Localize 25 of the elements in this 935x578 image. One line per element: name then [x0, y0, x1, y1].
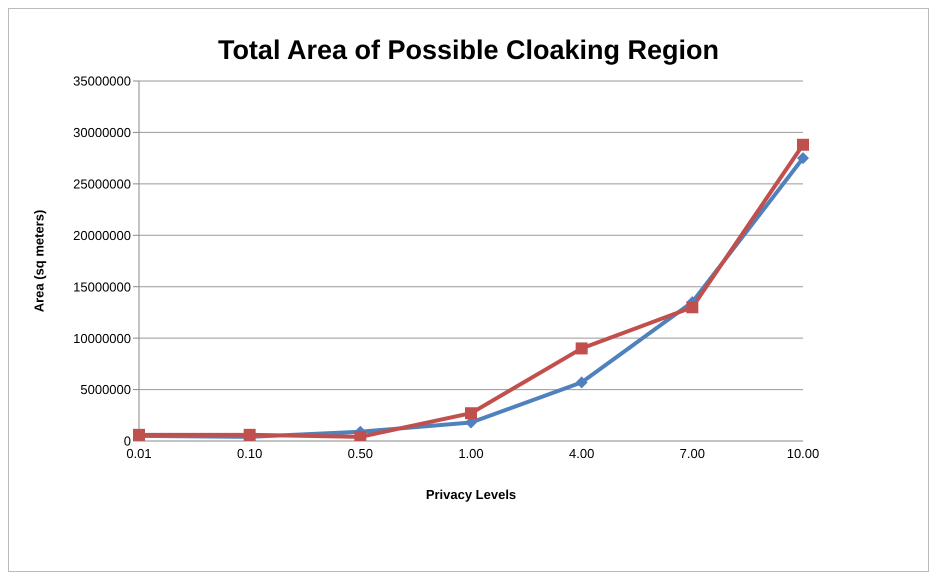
- point: [354, 430, 366, 441]
- y-tick-label: 15000000: [73, 279, 131, 294]
- point: [797, 138, 809, 151]
- x-tick-label: 4.00: [569, 446, 594, 462]
- point: [797, 152, 809, 164]
- y-tick-label: 35000000: [73, 74, 131, 89]
- x-tick-label: 0.50: [348, 446, 373, 462]
- y-tick-label: 25000000: [73, 176, 131, 192]
- point: [465, 407, 477, 420]
- x-tick-label: 10.00: [786, 446, 820, 462]
- x-tick-label: 7.00: [680, 446, 705, 462]
- y-axis-title: Area (sq meters): [32, 210, 47, 312]
- y-tick-label: 10000000: [73, 330, 131, 346]
- y-tick-label: 20000000: [73, 228, 131, 243]
- x-tick-label: 0.01: [126, 446, 152, 462]
- point: [686, 301, 698, 314]
- y-tick-label: 30000000: [73, 125, 131, 140]
- y-tick-label: 5000000: [80, 382, 131, 398]
- x-tick-label: 0.10: [237, 446, 262, 462]
- x-tick-label: 1.00: [458, 446, 484, 462]
- x-axis-title: Privacy Levels: [426, 487, 516, 502]
- point: [576, 342, 588, 354]
- y-tick-label: 0: [124, 434, 131, 449]
- chart-title: Total Area of Possible Cloaking Region: [216, 35, 720, 66]
- point: [576, 376, 588, 388]
